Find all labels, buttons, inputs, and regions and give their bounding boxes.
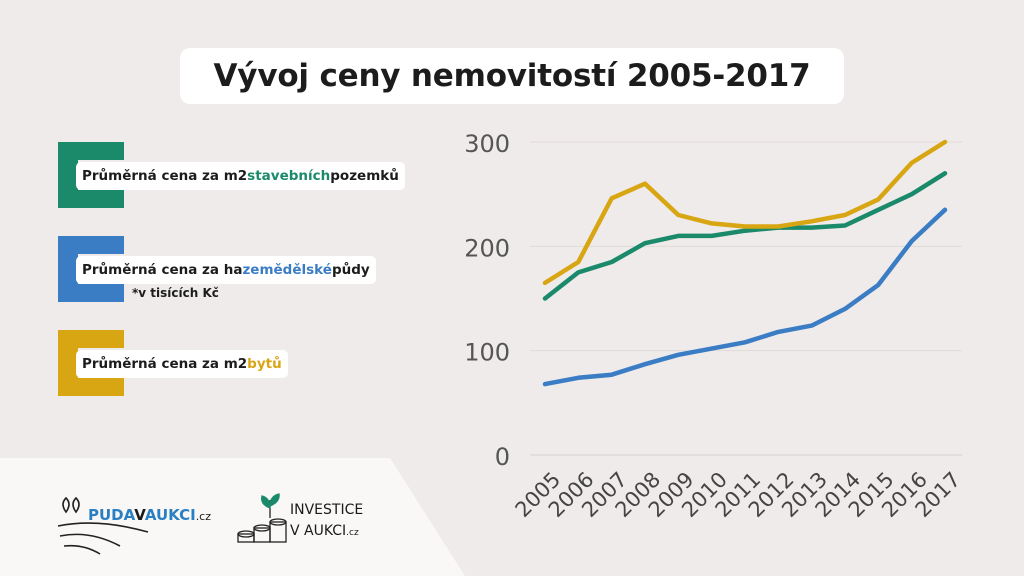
legend-prefix: Průměrná cena za m2 [82, 168, 248, 184]
series-line-1 [542, 207, 948, 387]
y-tick-label: 300 [464, 130, 510, 158]
y-tick-label: 200 [464, 234, 510, 262]
legend-label: Průměrná cena za m2 stavebních pozemků [76, 162, 405, 190]
series-line-0 [542, 171, 948, 301]
legend-highlight: stavebních [247, 168, 331, 184]
page-title: Vývoj ceny nemovitostí 2005-2017 [213, 58, 811, 94]
title-box: Vývoj ceny nemovitostí 2005-2017 [180, 48, 844, 104]
legend-highlight: bytů [247, 356, 282, 372]
y-tick-label: 100 [464, 339, 510, 367]
legend-bracket-icon [58, 142, 124, 208]
legend-label: Průměrná cena za m2 bytů [76, 350, 288, 378]
legend-prefix: Průměrná cena za ha [82, 262, 243, 278]
legend-suffix: pozemků [330, 168, 399, 184]
legend-highlight: zemědělské [242, 262, 332, 278]
legend-bracket-icon [58, 330, 124, 396]
y-tick-label: 0 [495, 443, 510, 471]
legend-prefix: Průměrná cena za m2 [82, 356, 248, 372]
legend-bracket-icon [58, 236, 124, 302]
legend-label: Průměrná cena za ha zemědělské půdy [76, 256, 376, 284]
units-note: *v tisících Kč [132, 286, 219, 300]
legend-suffix: půdy [331, 262, 370, 278]
series-line-2 [542, 139, 948, 286]
